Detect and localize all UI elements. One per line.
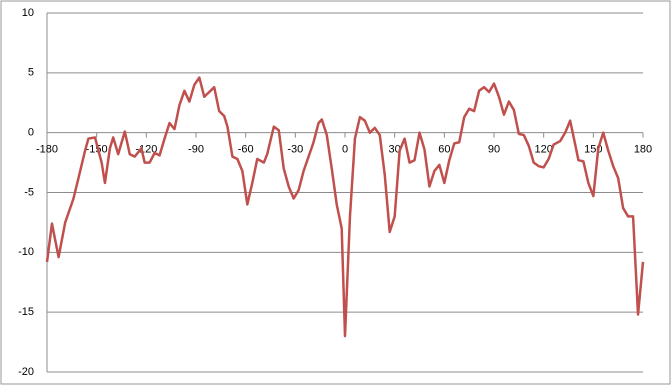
data-line <box>45 76 645 338</box>
x-tick-label: -150 <box>86 144 108 156</box>
y-tick-label: -10 <box>18 246 34 258</box>
x-tick-label: 90 <box>488 144 500 156</box>
x-tick-label: 30 <box>389 144 401 156</box>
x-tick-label: 120 <box>534 144 552 156</box>
x-tick-label: 60 <box>438 144 450 156</box>
x-tick-label: -90 <box>188 144 204 156</box>
x-tick-label: -60 <box>238 144 254 156</box>
y-tick-label: 5 <box>28 67 34 79</box>
y-tick-label: 10 <box>22 7 34 19</box>
y-tick-label: -20 <box>18 366 34 378</box>
y-tick-label: 0 <box>28 127 34 139</box>
x-tick-label: 180 <box>634 144 652 156</box>
y-tick-label: -15 <box>18 306 34 318</box>
x-tick-label: -180 <box>36 144 58 156</box>
y-tick-label: -5 <box>24 186 34 198</box>
x-tick-label: -120 <box>135 144 157 156</box>
x-tick-label: -30 <box>287 144 303 156</box>
x-tick-label: 0 <box>342 144 348 156</box>
